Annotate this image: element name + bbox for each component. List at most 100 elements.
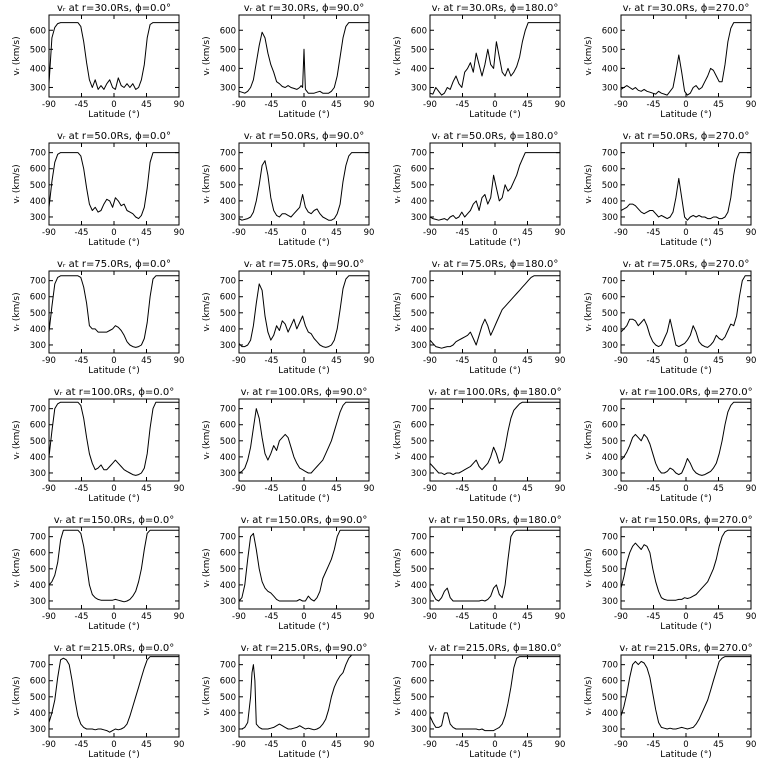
- y-tick-label: 300: [30, 213, 46, 223]
- x-axis-label: Latitude (°): [469, 622, 520, 632]
- y-tick-label: 500: [602, 181, 618, 191]
- x-tick-label: 45: [713, 228, 724, 238]
- y-tick-label: 700: [220, 277, 236, 287]
- vr-curve: [620, 529, 751, 601]
- x-tick-label: -45: [647, 100, 661, 110]
- x-tick-label: -90: [423, 612, 437, 622]
- x-axis-label: Latitude (°): [660, 110, 711, 120]
- x-tick-label: -45: [265, 484, 279, 494]
- x-tick-label: -90: [614, 356, 628, 366]
- y-tick-label: 600: [220, 421, 236, 431]
- x-tick-label: -90: [42, 484, 56, 494]
- x-tick-label: 0: [111, 356, 116, 366]
- plot-frame: [429, 398, 561, 482]
- plot-frame: [620, 526, 752, 610]
- vr-curve: [48, 275, 179, 348]
- y-axis-label: vᵣ (km/s): [12, 292, 22, 331]
- x-axis-label: Latitude (°): [469, 366, 520, 376]
- y-tick-label: 700: [30, 405, 46, 415]
- x-tick-label: -45: [456, 356, 470, 366]
- y-tick-label: 500: [220, 45, 236, 55]
- y-tick-label: 500: [30, 693, 46, 703]
- y-tick-label: 600: [411, 677, 427, 687]
- x-tick-label: 45: [141, 612, 152, 622]
- plot-frame: [48, 142, 180, 226]
- y-tick-label: 600: [411, 293, 427, 303]
- x-tick-label: 45: [331, 100, 342, 110]
- panel-r0-c0: vᵣ at r=30.0Rs, ϕ=0.0° -90 -45 0 45 90 300 400 5…: [12, 3, 184, 120]
- x-tick-label: -45: [75, 100, 89, 110]
- vr-curve: [620, 275, 751, 348]
- y-tick-label: 300: [220, 469, 236, 479]
- x-tick-label: 0: [301, 100, 306, 110]
- panel-r4-c0: vᵣ at r=150.0Rs, ϕ=0.0° -90 -45 0 45 90 300 400…: [12, 515, 184, 632]
- panel-title: vᵣ at r=50.0Rs, ϕ=180.0°: [432, 131, 559, 142]
- x-tick-label: 45: [713, 612, 724, 622]
- x-tick-label: 90: [746, 612, 757, 622]
- y-axis-label: vᵣ (km/s): [393, 292, 403, 331]
- y-axis-label: vᵣ (km/s): [202, 676, 212, 715]
- vr-curve: [238, 22, 369, 94]
- x-axis-label: Latitude (°): [660, 494, 711, 504]
- x-tick-label: 90: [555, 740, 566, 750]
- vr-curve: [238, 152, 369, 221]
- x-axis-label: Latitude (°): [469, 238, 520, 248]
- x-tick-label: 90: [364, 356, 375, 366]
- panel-title: vᵣ at r=75.0Rs, ϕ=270.0°: [623, 259, 750, 270]
- y-tick-label: 600: [411, 165, 427, 175]
- y-tick-label: 300: [602, 469, 618, 479]
- x-tick-label: 45: [522, 100, 533, 110]
- plot-frame: [48, 398, 180, 482]
- panel-title: vᵣ at r=30.0Rs, ϕ=0.0°: [57, 3, 171, 14]
- x-tick-label: 90: [364, 612, 375, 622]
- x-tick-label: 90: [555, 100, 566, 110]
- y-tick-label: 400: [602, 581, 618, 591]
- y-tick-label: 400: [602, 64, 618, 74]
- panel-r3-c1: vᵣ at r=100.0Rs, ϕ=90.0° -90 -45 0 45 90 300 40…: [202, 387, 374, 504]
- x-tick-label: 0: [111, 484, 116, 494]
- vr-curve: [48, 401, 179, 476]
- panel-title: vᵣ at r=75.0Rs, ϕ=180.0°: [432, 259, 559, 270]
- x-tick-label: 0: [111, 100, 116, 110]
- panel-r2-c1: vᵣ at r=75.0Rs, ϕ=90.0° -90 -45 0 45 90 300 400…: [202, 259, 374, 376]
- y-tick-label: 700: [220, 149, 236, 159]
- x-axis-label: Latitude (°): [88, 750, 139, 760]
- vr-curve: [429, 275, 560, 349]
- panel-title: vᵣ at r=100.0Rs, ϕ=270.0°: [619, 387, 752, 398]
- plot-frame: [620, 654, 752, 738]
- x-tick-label: -90: [42, 740, 56, 750]
- y-tick-label: 600: [30, 677, 46, 687]
- y-tick-label: 500: [30, 565, 46, 575]
- y-tick-label: 500: [411, 309, 427, 319]
- x-tick-label: -90: [614, 484, 628, 494]
- y-axis-label: vᵣ (km/s): [584, 292, 594, 331]
- y-tick-label: 600: [220, 26, 236, 36]
- plot-frame: [238, 654, 370, 738]
- y-tick-label: 300: [411, 341, 427, 351]
- y-tick-label: 700: [411, 533, 427, 543]
- y-axis-label: vᵣ (km/s): [584, 548, 594, 587]
- x-tick-label: 0: [492, 228, 497, 238]
- x-tick-label: 90: [746, 228, 757, 238]
- y-axis-label: vᵣ (km/s): [584, 164, 594, 203]
- y-tick-label: 400: [30, 581, 46, 591]
- x-tick-label: -90: [232, 612, 246, 622]
- x-axis-label: Latitude (°): [660, 366, 711, 376]
- x-tick-label: 45: [713, 740, 724, 750]
- x-tick-label: 0: [492, 740, 497, 750]
- y-tick-label: 300: [30, 83, 46, 93]
- x-axis-label: Latitude (°): [469, 110, 520, 120]
- panel-r2-c3: vᵣ at r=75.0Rs, ϕ=270.0° -90 -45 0 45 90 300 40…: [584, 259, 756, 376]
- x-tick-label: -45: [265, 228, 279, 238]
- x-axis-label: Latitude (°): [88, 622, 139, 632]
- panel-title: vᵣ at r=30.0Rs, ϕ=180.0°: [432, 3, 559, 14]
- y-tick-label: 400: [220, 453, 236, 463]
- x-tick-label: -45: [456, 228, 470, 238]
- x-axis-label: Latitude (°): [660, 622, 711, 632]
- x-tick-label: -45: [75, 612, 89, 622]
- panel-title: vᵣ at r=100.0Rs, ϕ=0.0°: [54, 387, 174, 398]
- y-tick-label: 700: [602, 149, 618, 159]
- y-tick-label: 500: [220, 181, 236, 191]
- y-tick-label: 300: [602, 213, 618, 223]
- panel-title: vᵣ at r=50.0Rs, ϕ=0.0°: [57, 131, 171, 142]
